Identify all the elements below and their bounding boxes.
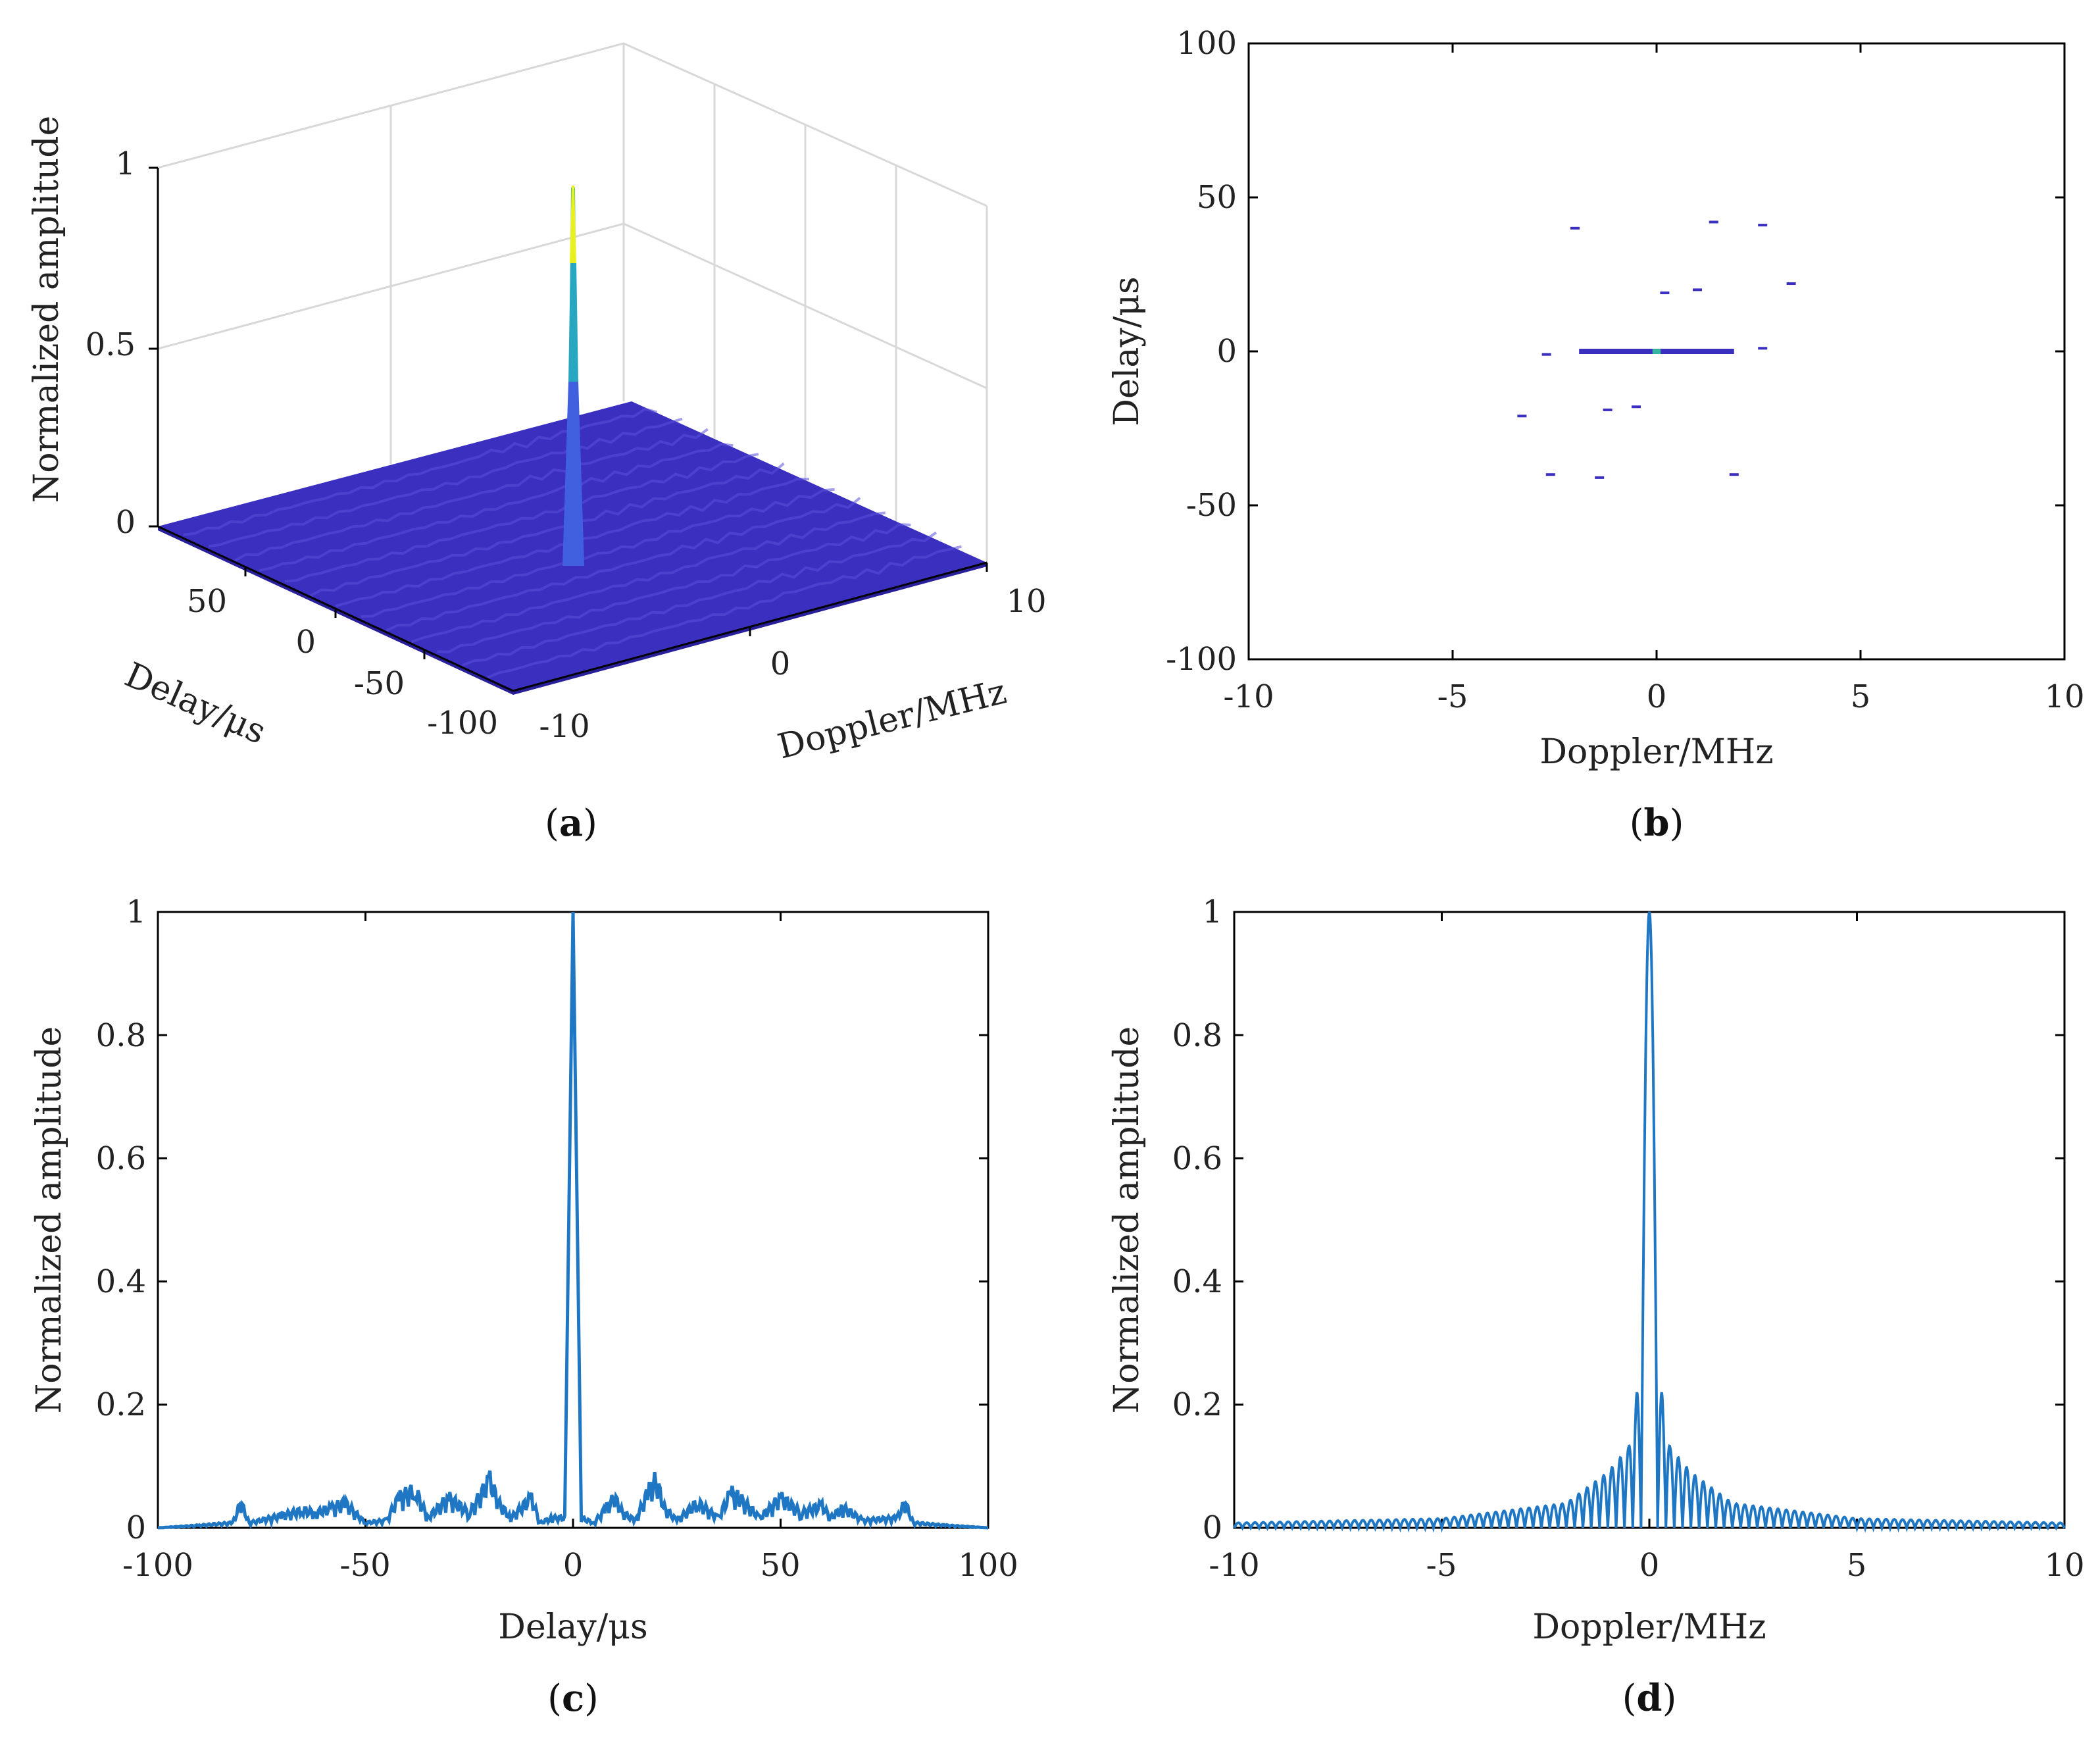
panel-b-x-tick-3: 5: [1851, 678, 1871, 715]
panel-a-ridge-line: [487, 545, 962, 679]
panel-d-x-tick-2: 0: [1639, 1547, 1660, 1584]
panel-a-ridge-line: [386, 497, 861, 632]
panel-a-z-tick-1: 0.5: [86, 326, 136, 363]
panel-b-y-tick-4: -100: [1166, 641, 1237, 678]
panel-b-x-label: Doppler/MHz: [1539, 732, 1773, 772]
panel-a-y-tick-3: -100: [427, 705, 498, 742]
panel-a-y-label: Delay/μs: [119, 655, 272, 752]
panel-a-surface-plot: 0 0.5 1 Normalized amplitude 50 0 -50 -1…: [27, 42, 1047, 845]
panel-c-x-tick-2: 0: [563, 1547, 584, 1584]
panel-c-x-tick-4: 100: [958, 1547, 1018, 1584]
panel-c-caption: (c): [547, 1677, 599, 1720]
panel-c-y-tick-4: 0.8: [96, 1017, 146, 1054]
panel-c-y-tick-5: 1: [126, 894, 146, 930]
panel-a-x-label: Doppler/MHz: [774, 672, 1010, 767]
panel-b-y-label: Delay/μs: [1107, 276, 1147, 426]
panel-d-series-line: [1233, 911, 2066, 1533]
panel-a-ridge-line: [208, 417, 683, 548]
panel-d-y-tick-5: 1: [1202, 894, 1222, 930]
panel-a-x-tick-2: 10: [1006, 583, 1046, 620]
panel-c-x-tick-0: -100: [122, 1547, 193, 1584]
panel-b-x-tick-2: 0: [1647, 678, 1667, 715]
panel-a-peak-top: [570, 186, 576, 263]
panel-b-ticks: [1247, 42, 2066, 661]
panel-a-z-tick-2: 1: [115, 145, 136, 182]
panel-a-y-tick-0: 50: [187, 583, 227, 620]
panel-d-y-label: Normalized amplitude: [1107, 1026, 1147, 1414]
panel-a-peak-base: [562, 382, 584, 566]
panel-b-caption: (b): [1630, 801, 1684, 845]
panel-d-x-tick-1: -5: [1426, 1547, 1457, 1584]
panel-a-z-tick-0: 0: [115, 504, 136, 541]
panel-d-y-tick-1: 0.2: [1172, 1386, 1222, 1423]
panel-a-y-tick-1: 0: [295, 624, 316, 661]
panel-c-y-tick-2: 0.4: [96, 1263, 146, 1300]
panel-a-y-tick-2: -50: [354, 665, 405, 702]
panel-a-caption: (a): [545, 801, 597, 845]
panel-c-series-line: [157, 911, 989, 1530]
panel-a-peak-mid: [568, 263, 578, 382]
panel-c-plot: -100 -50 0 50 100 0 0.2 0.4 0.6 0.8 1 De…: [30, 894, 1018, 1720]
panel-a-x-tick-0: -10: [539, 708, 589, 745]
panel-c-y-label: Normalized amplitude: [30, 1026, 69, 1414]
panel-d-x-tick-3: 5: [1847, 1547, 1867, 1584]
panel-a-ridge-line: [361, 488, 835, 618]
panel-d-axes-box: [1233, 911, 2066, 1529]
panel-b-x-tick-1: -5: [1438, 678, 1468, 715]
panel-b-x-tick-4: 10: [2044, 678, 2084, 715]
panel-a-ridge-line: [309, 462, 785, 597]
panel-b-y-tick-2: 0: [1216, 333, 1237, 370]
panel-d-plot: -10 -5 0 5 10 0 0.2 0.4 0.6 0.8 1 Dopple…: [1107, 894, 2085, 1720]
panel-c-y-tick-3: 0.6: [96, 1140, 146, 1177]
panel-d-y-tick-4: 0.8: [1172, 1017, 1222, 1054]
panel-a-ridge-line: [284, 453, 759, 583]
panel-c-y-tick-0: 0: [126, 1509, 146, 1546]
panel-a-ridge-line: [233, 428, 709, 563]
panel-c-x-tick-3: 50: [760, 1547, 800, 1584]
panel-b-y-tick-3: -50: [1186, 487, 1237, 524]
panel-d-y-tick-0: 0: [1202, 1509, 1222, 1546]
panel-c-y-tick-1: 0.2: [96, 1386, 146, 1423]
panel-c-x-tick-1: -50: [339, 1547, 390, 1584]
panel-c-x-label: Delay/μs: [498, 1607, 647, 1647]
panel-b-y-tick-0: 100: [1176, 25, 1237, 62]
panel-a-ridge-line: [437, 523, 911, 653]
panel-d-caption: (d): [1622, 1677, 1677, 1720]
panel-b-points: [1517, 220, 1796, 479]
panel-d-y-tick-2: 0.4: [1172, 1263, 1222, 1300]
panel-b-y-tick-1: 50: [1197, 179, 1237, 216]
panel-b-x-tick-0: -10: [1223, 678, 1274, 715]
panel-d-x-tick-0: -10: [1209, 1547, 1259, 1584]
panel-a-x-tick-1: 0: [770, 645, 791, 682]
panel-a-z-label: Normalized amplitude: [27, 116, 66, 503]
panel-a-ridge-line: [462, 531, 938, 667]
panel-a-ridge-line: [411, 511, 886, 644]
panel-a-ridge-line: [259, 442, 734, 572]
panel-b-plot: -10 -5 0 5 10 100 50 0 -50 -100 Doppler/…: [1107, 25, 2085, 845]
panel-d-x-label: Doppler/MHz: [1532, 1607, 1766, 1647]
panel-d-y-tick-3: 0.6: [1172, 1140, 1222, 1177]
panel-d-x-tick-4: 10: [2044, 1547, 2084, 1584]
